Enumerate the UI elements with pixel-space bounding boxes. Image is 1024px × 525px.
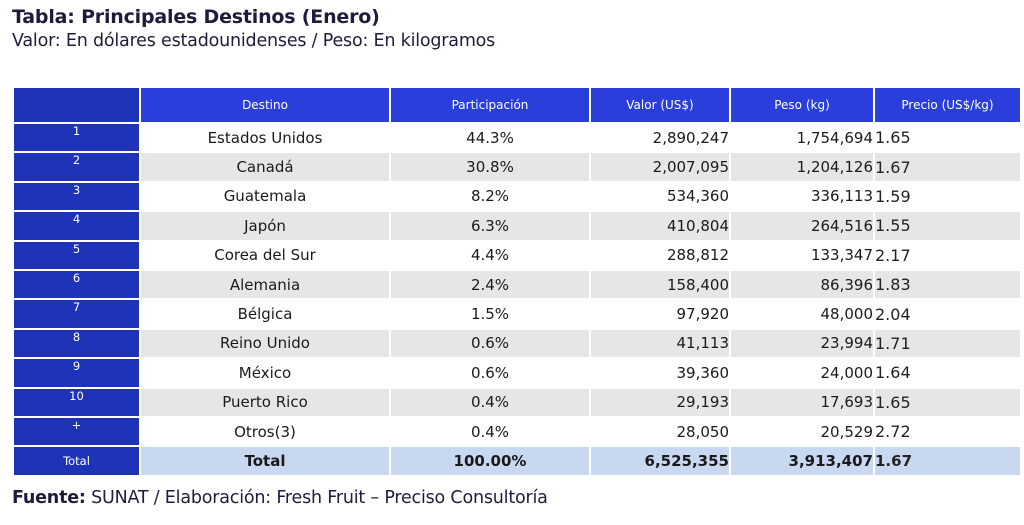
total-peso-cell: 3,913,407	[729, 445, 875, 477]
destino-cell: Japón	[139, 210, 391, 242]
participacion-cell: 6.3%	[389, 210, 591, 242]
column-header-precio: Precio (US$/kg)	[873, 86, 1022, 124]
total-row: Total Total 100.00% 6,525,355 3,913,407 1.67	[12, 445, 1022, 477]
destinations-table: Destino Participación Valor (US$) Peso (…	[12, 86, 1022, 477]
page-title: Tabla: Principales Destinos (Enero)	[12, 6, 380, 28]
precio-cell: 1.67	[873, 151, 1022, 183]
source-text: SUNAT / Elaboración: Fresh Fruit – Preci…	[85, 488, 548, 508]
destino-cell: Estados Unidos	[139, 121, 391, 154]
valor-cell: 158,400	[589, 268, 731, 301]
row-index-cell: 1	[12, 121, 141, 154]
valor-cell: 2,890,247	[589, 121, 731, 154]
destino-cell: Canadá	[139, 151, 391, 183]
total-precio-cell: 1.67	[873, 445, 1022, 477]
row-index-cell: 5	[12, 239, 141, 271]
row-index-cell: 10	[12, 386, 141, 418]
total-valor-cell: 6,525,355	[589, 445, 731, 477]
destino-cell: Reino Unido	[139, 327, 391, 360]
destino-cell: Alemania	[139, 268, 391, 301]
valor-cell: 39,360	[589, 357, 731, 389]
precio-cell: 1.83	[873, 268, 1022, 301]
participacion-cell: 4.4%	[389, 239, 591, 271]
destino-cell: Corea del Sur	[139, 239, 391, 271]
row-index-cell: 3	[12, 180, 141, 213]
valor-cell: 41,113	[589, 327, 731, 360]
peso-cell: 24,000	[729, 357, 875, 389]
participacion-cell: 1.5%	[389, 298, 591, 330]
table-row: 6 Alemania 2.4% 158,400 86,396 1.83	[12, 268, 1022, 301]
row-index-cell: 6	[12, 268, 141, 301]
table-header-row: Destino Participación Valor (US$) Peso (…	[12, 86, 1022, 124]
row-index-cell: 9	[12, 357, 141, 389]
column-header-destino: Destino	[139, 86, 391, 124]
peso-cell: 17,693	[729, 386, 875, 418]
table-row: 7 Bélgica 1.5% 97,920 48,000 2.04	[12, 298, 1022, 330]
precio-cell: 1.65	[873, 386, 1022, 418]
valor-cell: 534,360	[589, 180, 731, 213]
participacion-cell: 0.6%	[389, 357, 591, 389]
row-index-cell: 2	[12, 151, 141, 183]
participacion-cell: 0.4%	[389, 415, 591, 448]
destino-cell: México	[139, 357, 391, 389]
source-note: Fuente: SUNAT / Elaboración: Fresh Fruit…	[12, 488, 548, 508]
column-header-peso: Peso (kg)	[729, 86, 875, 124]
row-index-cell: 8	[12, 327, 141, 360]
valor-cell: 97,920	[589, 298, 731, 330]
precio-cell: 1.71	[873, 327, 1022, 360]
peso-cell: 264,516	[729, 210, 875, 242]
source-label: Fuente:	[12, 488, 86, 508]
row-index-cell: 4	[12, 210, 141, 242]
destino-cell: Guatemala	[139, 180, 391, 213]
peso-cell: 48,000	[729, 298, 875, 330]
destino-cell: Puerto Rico	[139, 386, 391, 418]
table-row: 8 Reino Unido 0.6% 41,113 23,994 1.71	[12, 327, 1022, 360]
row-index-cell: +	[12, 415, 141, 448]
table-row: 3 Guatemala 8.2% 534,360 336,113 1.59	[12, 180, 1022, 213]
precio-cell: 2.17	[873, 239, 1022, 271]
table-row: 9 México 0.6% 39,360 24,000 1.64	[12, 357, 1022, 389]
precio-cell: 1.65	[873, 121, 1022, 154]
participacion-cell: 0.6%	[389, 327, 591, 360]
precio-cell: 2.72	[873, 415, 1022, 448]
valor-cell: 410,804	[589, 210, 731, 242]
peso-cell: 1,754,694	[729, 121, 875, 154]
precio-cell: 2.04	[873, 298, 1022, 330]
table-row: 5 Corea del Sur 4.4% 288,812 133,347 2.17	[12, 239, 1022, 271]
table-row: + Otros(3) 0.4% 28,050 20,529 2.72	[12, 415, 1022, 448]
valor-cell: 2,007,095	[589, 151, 731, 183]
page-subtitle: Valor: En dólares estadounidenses / Peso…	[12, 31, 496, 51]
table-row: 1 Estados Unidos 44.3% 2,890,247 1,754,694 1.…	[12, 121, 1022, 154]
valor-cell: 28,050	[589, 415, 731, 448]
header-corner-cell	[12, 86, 141, 124]
peso-cell: 336,113	[729, 180, 875, 213]
column-header-participacion: Participación	[389, 86, 591, 124]
destino-cell: Bélgica	[139, 298, 391, 330]
total-row-index-cell: Total	[12, 445, 141, 477]
participacion-cell: 44.3%	[389, 121, 591, 154]
peso-cell: 133,347	[729, 239, 875, 271]
participacion-cell: 2.4%	[389, 268, 591, 301]
participacion-cell: 8.2%	[389, 180, 591, 213]
valor-cell: 288,812	[589, 239, 731, 271]
participacion-cell: 0.4%	[389, 386, 591, 418]
row-index-cell: 7	[12, 298, 141, 330]
precio-cell: 1.64	[873, 357, 1022, 389]
total-participacion-cell: 100.00%	[389, 445, 591, 477]
peso-cell: 23,994	[729, 327, 875, 360]
column-header-valor: Valor (US$)	[589, 86, 731, 124]
table-row: 10 Puerto Rico 0.4% 29,193 17,693 1.65	[12, 386, 1022, 418]
valor-cell: 29,193	[589, 386, 731, 418]
precio-cell: 1.55	[873, 210, 1022, 242]
peso-cell: 20,529	[729, 415, 875, 448]
destino-cell: Otros(3)	[139, 415, 391, 448]
precio-cell: 1.59	[873, 180, 1022, 213]
peso-cell: 1,204,126	[729, 151, 875, 183]
peso-cell: 86,396	[729, 268, 875, 301]
total-destino-cell: Total	[139, 445, 391, 477]
table-row: 2 Canadá 30.8% 2,007,095 1,204,126 1.67	[12, 151, 1022, 183]
table-row: 4 Japón 6.3% 410,804 264,516 1.55	[12, 210, 1022, 242]
participacion-cell: 30.8%	[389, 151, 591, 183]
